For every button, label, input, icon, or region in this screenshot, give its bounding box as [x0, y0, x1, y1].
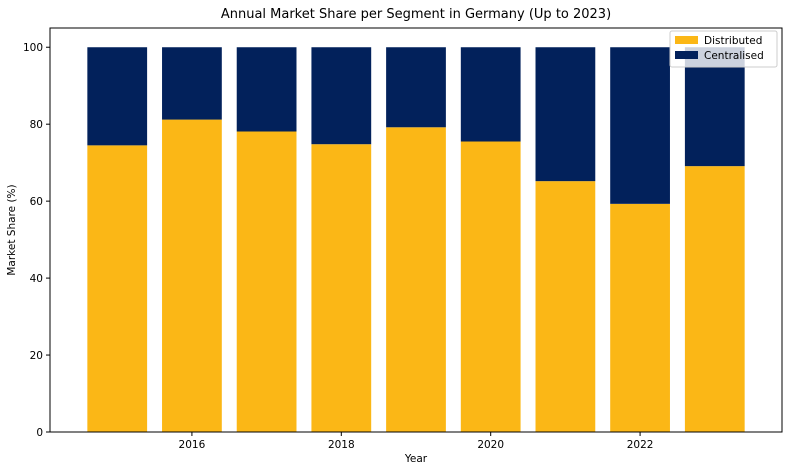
bar-centralised-2015	[87, 47, 148, 146]
y-tick-label: 40	[30, 273, 43, 285]
x-tick-label: 2020	[477, 439, 504, 451]
y-tick-label: 60	[30, 196, 43, 208]
bar-centralised-2022	[610, 47, 670, 204]
x-axis-label: Year	[404, 453, 428, 465]
bar-distributed-2018	[311, 144, 372, 432]
legend: Distributed Centralised	[669, 30, 778, 68]
legend-label-distributed: Distributed	[704, 35, 762, 47]
x-axis-ticks: 2016 2018 2020 2022	[179, 432, 654, 451]
bar-centralised-2019	[386, 47, 446, 128]
bar-distributed-2016	[162, 119, 222, 432]
bars-layer	[87, 47, 745, 433]
y-tick-label: 100	[23, 42, 43, 54]
bar-distributed-2019	[386, 127, 446, 433]
legend-swatch-distributed	[675, 36, 698, 44]
bar-distributed-2022	[610, 203, 670, 432]
bar-centralised-2017	[236, 47, 297, 132]
y-tick-label: 80	[30, 119, 43, 131]
x-tick-label: 2016	[179, 439, 206, 451]
y-axis-ticks: 0 20 40 60 80 100	[23, 42, 50, 439]
plot-frame	[49, 27, 783, 433]
y-tick-label: 0	[36, 427, 43, 439]
bar-distributed-2023	[684, 166, 745, 432]
bar-centralised-2016	[162, 47, 222, 120]
chart-title: Annual Market Share per Segment in Germa…	[221, 7, 611, 22]
bar-centralised-2018	[311, 47, 372, 145]
bar-distributed-2020	[460, 141, 521, 432]
bar-centralised-2020	[460, 47, 521, 142]
x-tick-label: 2018	[328, 439, 355, 451]
bar-centralised-2021	[535, 47, 596, 182]
bar-distributed-2021	[535, 181, 596, 432]
y-tick-label: 20	[30, 350, 43, 362]
legend-swatch-centralised	[675, 51, 698, 59]
y-axis-label: Market Share (%)	[6, 184, 18, 275]
legend-label-centralised: Centralised	[704, 50, 764, 62]
bar-distributed-2017	[236, 131, 297, 432]
x-tick-label: 2022	[627, 439, 654, 451]
bar-distributed-2015	[87, 145, 148, 432]
